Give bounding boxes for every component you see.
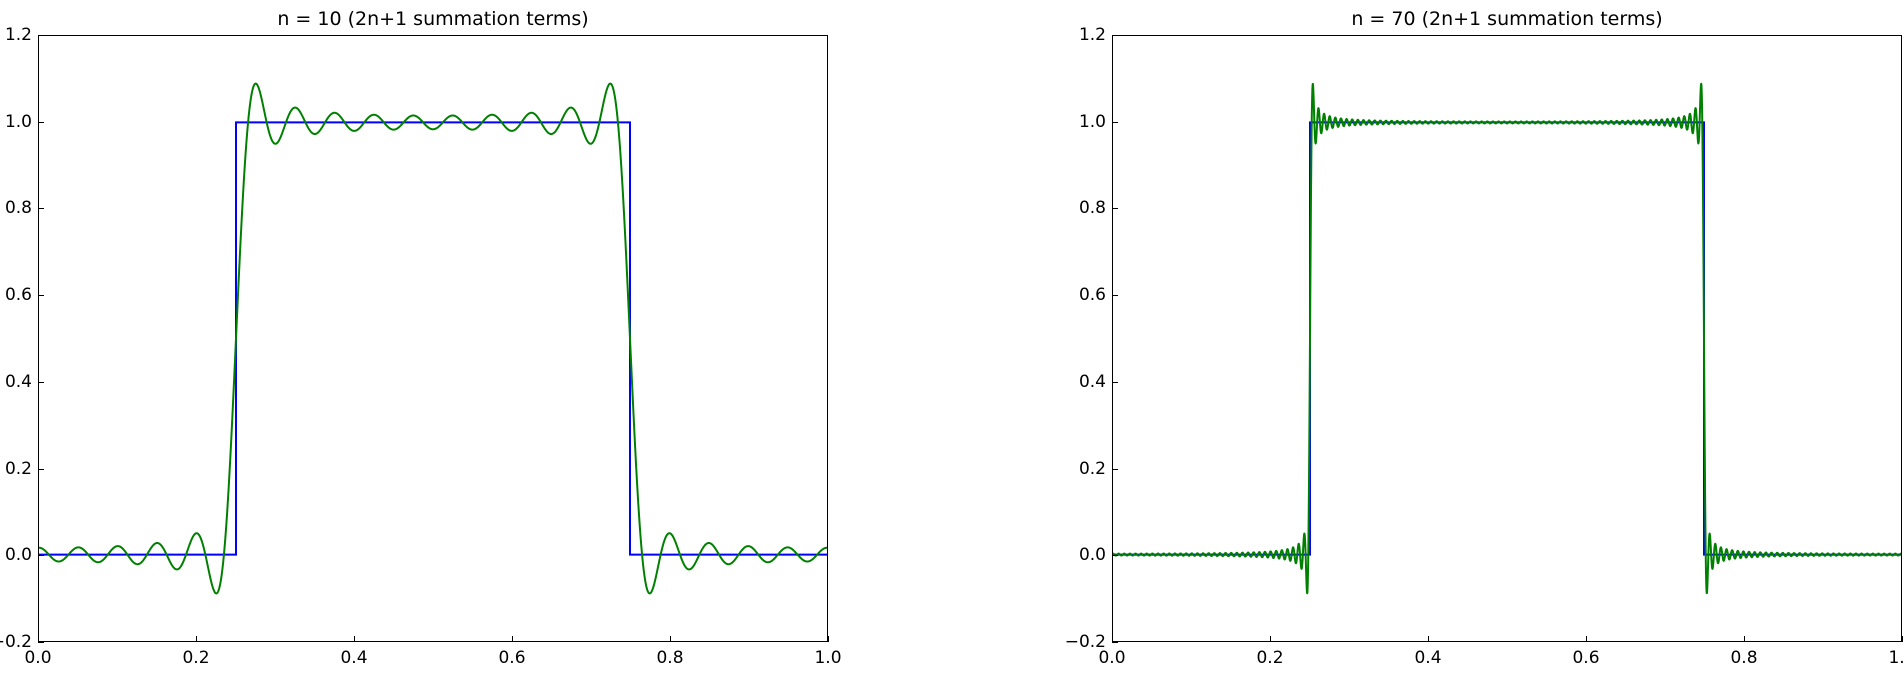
fourier-partial-sum-line: [1113, 82, 1901, 595]
subplot-left: n = 10 (2n+1 summation terms) −0.20.00.2…: [0, 8, 842, 668]
x-tick-label: 0.0: [24, 648, 52, 668]
y-tick-label: 1.2: [4, 25, 32, 45]
x-tick-label: 0.0: [1098, 648, 1126, 668]
y-tick-mark: [38, 381, 44, 383]
y-tick-label: 0.4: [1078, 371, 1106, 392]
x-tick-mark: [1902, 636, 1903, 642]
x-tick-label: 0.8: [1730, 648, 1758, 668]
x-tick-label: 0.6: [1572, 648, 1600, 668]
y-tick-mark: [1112, 121, 1118, 123]
x-tick-mark: [1744, 636, 1745, 642]
y-tick-mark: [38, 35, 44, 36]
y-tick-mark: [1112, 468, 1118, 470]
y-tick-mark: [38, 295, 44, 297]
y-tick-mark: [1112, 35, 1118, 36]
x-tick-mark: [1112, 636, 1113, 642]
x-tick-label: 0.4: [340, 648, 368, 668]
x-tick-mark: [1270, 636, 1271, 642]
y-tick-label: 0.4: [4, 371, 32, 392]
x-tick-mark: [670, 636, 671, 642]
y-tick-label: 0.8: [4, 198, 32, 219]
y-tick-label: 0.6: [1078, 285, 1106, 306]
y-tick-label: 0.2: [1078, 458, 1106, 479]
left-axes: [38, 35, 828, 642]
x-tick-label: 0.4: [1414, 648, 1442, 668]
subplot-right: n = 70 (2n+1 summation terms) −0.2 0.0 0.2…: [952, 0, 1904, 694]
y-tick-mark: [38, 555, 44, 557]
fourier-partial-sum-line: [39, 82, 827, 595]
y-tick-label: 0.0: [4, 545, 32, 566]
x-tick-label: 1.0: [814, 648, 842, 668]
y-tick-label: 0.6: [4, 285, 32, 306]
x-tick-mark: [1428, 636, 1429, 642]
square-wave-line: [39, 121, 827, 556]
right-plot-canvas: [1113, 82, 1901, 595]
y-tick-mark: [1112, 381, 1118, 383]
x-tick-label: 0.8: [656, 648, 684, 668]
y-tick-label: 1.0: [4, 111, 32, 132]
y-tick-mark: [38, 468, 44, 470]
right-plot-title: n = 70 (2n+1 summation terms): [1351, 8, 1663, 30]
y-tick-mark: [1112, 208, 1118, 210]
y-tick-mark: [1112, 642, 1118, 643]
x-tick-label: 0.6: [498, 648, 526, 668]
y-tick-label: 0.8: [1078, 198, 1106, 219]
left-plot-canvas: [39, 82, 827, 595]
x-tick-mark: [38, 636, 39, 642]
x-tick-label: 0.2: [182, 648, 210, 668]
y-tick-mark: [1112, 295, 1118, 297]
x-tick-mark: [196, 636, 197, 642]
y-tick-label: 1.0: [1078, 111, 1106, 132]
x-tick-mark: [828, 636, 829, 642]
y-tick-label: −0.2: [0, 632, 32, 652]
x-tick-mark: [354, 636, 355, 642]
square-wave-line: [1113, 121, 1901, 556]
x-tick-mark: [1586, 636, 1587, 642]
x-tick-mark: [512, 636, 513, 642]
y-tick-label: −0.2: [1064, 632, 1106, 652]
y-tick-mark: [1112, 555, 1118, 557]
x-tick-label: 1.0: [1888, 648, 1904, 668]
y-tick-mark: [38, 208, 44, 210]
y-tick-label: 0.2: [4, 458, 32, 479]
y-tick-mark: [38, 121, 44, 123]
x-tick-label: 0.2: [1256, 648, 1284, 668]
y-tick-label: 1.2: [1078, 25, 1106, 45]
y-tick-mark: [38, 642, 44, 643]
left-plot-title: n = 10 (2n+1 summation terms): [277, 8, 589, 30]
right-axes: [1112, 35, 1902, 642]
y-tick-label: 0.0: [1078, 545, 1106, 566]
